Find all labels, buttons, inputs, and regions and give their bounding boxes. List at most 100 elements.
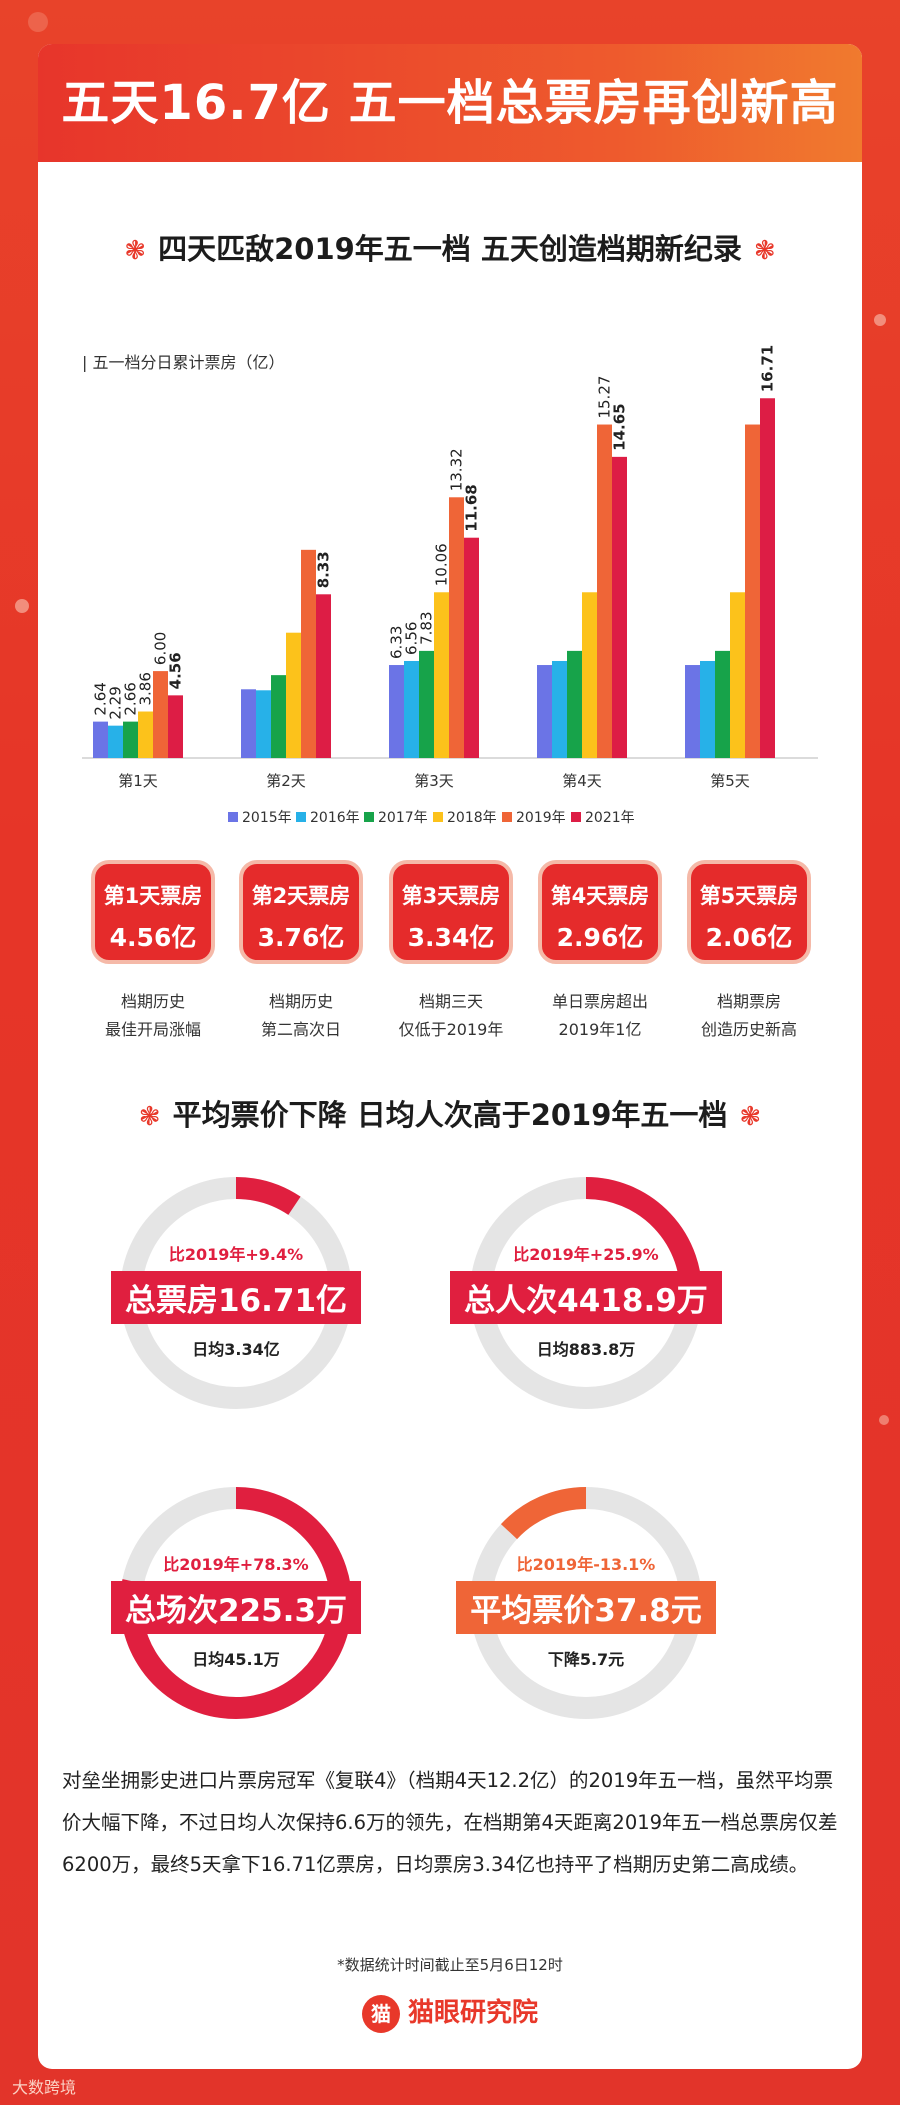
badge-desc-line: 第二高次日 (260, 1020, 341, 1039)
ring-progress (120, 1487, 352, 1719)
bar (685, 665, 700, 758)
bar (108, 725, 123, 758)
bar (404, 660, 419, 758)
data-label: 13.32 (448, 448, 466, 491)
star-icon: ❃ (753, 236, 776, 266)
day-badge: 第1天票房 4.56亿 (91, 860, 215, 964)
summary-paragraph: 对垒坐拥影史进口片票房冠军《复联4》（档期4天12.2亿）的2019年五一档，虽… (62, 1769, 838, 1876)
bar (153, 671, 168, 758)
badge-value: 4.56亿 (109, 923, 197, 952)
data-label: 2.29 (107, 686, 125, 719)
data-label: 2.66 (122, 682, 140, 715)
badge-title: 第1天票房 (103, 884, 203, 908)
ring-progress (500, 1487, 587, 1540)
section2-heading: ❃ 平均票价下降 日均人次高于2019年五一档 ❃ (38, 1092, 862, 1134)
badge-title: 第5天票房 (699, 884, 799, 908)
day-badge: 第3天票房 3.34亿 (389, 860, 513, 964)
stat-compare: 比2019年-13.1% (516, 1555, 656, 1574)
badge-desc-line: 档期历史 (120, 992, 185, 1011)
star-icon: ❃ (124, 236, 147, 266)
badge-desc-line: 仅低于2019年 (398, 1020, 504, 1039)
stat-block: 比2019年+25.9% 总人次4418.9万 日均883.8万 (436, 1241, 736, 1360)
data-label: 6.33 (388, 626, 406, 659)
stat-main: 总票房16.71亿 (110, 1271, 362, 1324)
badge-value: 3.34亿 (407, 923, 495, 952)
data-label: 7.83 (418, 611, 436, 644)
badge-description: 档期三天仅低于2019年 (371, 988, 531, 1044)
badge-value: 2.96亿 (556, 923, 644, 952)
bar (389, 665, 404, 758)
stat-main: 平均票价37.8元 (456, 1581, 716, 1634)
watermark: 大数跨境 (12, 2078, 77, 2097)
badge-desc-line: 2019年1亿 (558, 1020, 642, 1039)
section1-heading: ❃ 四天匹敌2019年五一档 五天创造档期新纪录 ❃ (38, 226, 862, 268)
bar (612, 456, 627, 758)
bar (241, 689, 256, 758)
data-label: 15.27 (596, 376, 614, 419)
section2-title: 平均票价下降 日均人次高于2019年五一档 (172, 1098, 728, 1132)
main-card: 五天16.7亿 五一档总票房再创新高 ❃ 四天匹敌2019年五一档 五天创造档期新… (38, 44, 862, 2069)
stat-main: 总场次225.3万 (110, 1581, 362, 1634)
badge-value: 3.76亿 (257, 923, 345, 952)
data-label: 6.56 (403, 622, 421, 655)
bar (745, 424, 760, 758)
data-label: 3.86 (137, 672, 155, 705)
legend-swatch (571, 812, 581, 822)
data-label: 14.65 (611, 403, 629, 450)
brand-logo: 猫猫眼研究院 (38, 1992, 862, 2033)
data-label: 4.56 (167, 652, 185, 689)
x-tick-label: 第1天 (118, 772, 158, 790)
badge-title: 第2天票房 (251, 884, 351, 908)
data-label: 10.06 (433, 543, 451, 586)
day-badge: 第2天票房 3.76亿 (239, 860, 363, 964)
stat-sub: 日均883.8万 (536, 1340, 636, 1359)
badge-desc-line: 档期票房 (716, 992, 781, 1011)
legend-label: 2017年 (378, 810, 428, 826)
brand-name: 猫眼研究院 (407, 1998, 538, 2028)
stat-sub: 下降5.7元 (547, 1650, 625, 1669)
bar (123, 721, 138, 758)
bar (138, 711, 153, 758)
stat-compare: 比2019年+25.9% (513, 1245, 659, 1264)
badge-description: 单日票房超出 2019年1亿 (520, 988, 680, 1044)
legend-label: 2019年 (516, 810, 566, 826)
badge-desc-line: 单日票房超出 (551, 992, 648, 1011)
ring-progress (235, 1177, 301, 1216)
stat-rings (120, 1177, 702, 1719)
bar (567, 650, 582, 758)
x-tick-label: 第5天 (710, 772, 750, 790)
stat-compare: 比2019年+78.3% (163, 1555, 309, 1574)
badge-desc-line: 档期三天 (418, 992, 483, 1011)
bar (434, 592, 449, 758)
badge-desc-line: 创造历史新高 (700, 1020, 797, 1039)
data-label: 16.71 (759, 345, 777, 392)
legend-swatch (502, 812, 512, 822)
bar (597, 424, 612, 758)
legend-swatch (228, 812, 238, 822)
day-badge: 第4天票房 2.96亿 (538, 860, 662, 964)
bar (715, 650, 730, 758)
stat-sub: 日均45.1万 (192, 1650, 280, 1669)
legend-swatch (364, 812, 374, 822)
bar (419, 650, 434, 758)
badge-title: 第4天票房 (550, 884, 650, 908)
bar (730, 592, 745, 758)
x-tick-label: 第4天 (562, 772, 602, 790)
stat-block: 比2019年-13.1% 平均票价37.8元下降5.7元 (436, 1551, 736, 1670)
bar (760, 398, 775, 758)
star-icon: ❃ (739, 1102, 762, 1132)
badge-description: 档期历史 最佳开局涨幅 (73, 988, 233, 1044)
badge-value: 2.06亿 (705, 923, 793, 952)
bar-chart: | 五一档分日累计票房（亿） 第1天 第2天 第3天 第4天 第5天 2.642.292.6… (82, 345, 818, 826)
bar (449, 497, 464, 758)
bar (301, 549, 316, 758)
x-tick-label: 第3天 (414, 772, 454, 790)
data-label: 6.00 (152, 632, 170, 665)
legend-label: 2018年 (447, 810, 497, 826)
bar (271, 675, 286, 758)
bar (552, 660, 567, 758)
bar (168, 695, 183, 758)
legend-swatch (433, 812, 443, 822)
bar (700, 660, 715, 758)
